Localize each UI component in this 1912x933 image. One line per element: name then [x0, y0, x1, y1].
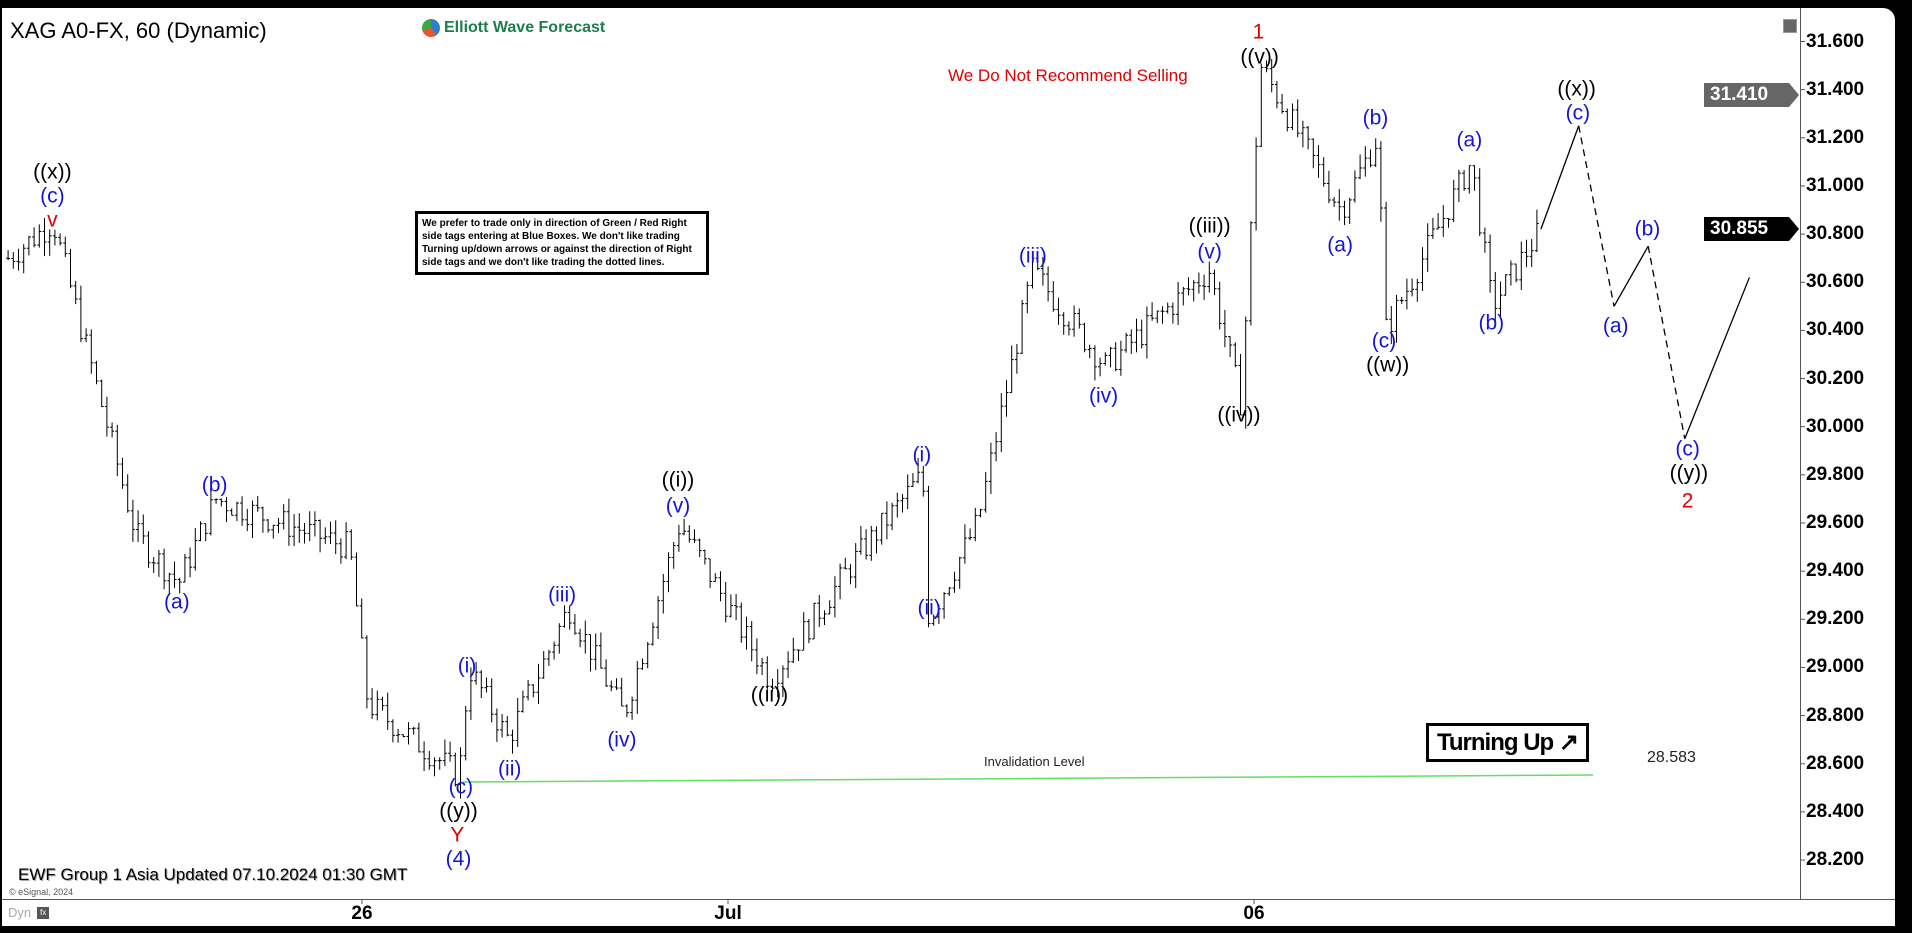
- wave-label: (b): [201, 473, 228, 497]
- wave-label: (b): [1478, 311, 1505, 335]
- wave-label: (b): [1362, 106, 1389, 130]
- wave-label: ((i)): [661, 468, 695, 492]
- trading-note: We prefer to trade only in direction of …: [415, 211, 709, 275]
- price-axis-line: [1800, 8, 1801, 899]
- warning-text: We Do Not Recommend Selling: [948, 66, 1188, 85]
- turning-up-badge: Turning Up ↗: [1426, 723, 1589, 762]
- projection-path-segment: [1613, 245, 1649, 307]
- wave-label: (a): [1456, 128, 1483, 152]
- wave-label: ((x)): [33, 160, 72, 184]
- wave-label: 1: [1252, 20, 1265, 44]
- wave-label: ((y)): [439, 799, 478, 822]
- dyn-label: Dyn: [8, 905, 32, 920]
- y-tick-label: 31.000: [1806, 174, 1865, 196]
- chart-title: XAG A0-FX, 60 (Dynamic): [10, 18, 267, 43]
- x-tick-label: 06: [1243, 903, 1265, 924]
- logo-icon: [422, 19, 440, 37]
- last-price-tag: 30.855: [1704, 217, 1799, 241]
- y-tick-label: 31.600: [1806, 30, 1865, 52]
- wave-label: (a): [1602, 314, 1629, 338]
- x-tick-label: Jul: [714, 903, 742, 924]
- y-tick-label: 31.200: [1806, 126, 1865, 148]
- y-tick-label: 29.000: [1806, 656, 1865, 678]
- y-tick-label: 29.400: [1806, 560, 1865, 582]
- wave-label: ((w)): [1366, 353, 1410, 377]
- chart-window: XAG A0-FX, 60 (Dynamic) Elliott Wave For…: [2, 8, 1895, 926]
- wave-label: (c): [448, 775, 474, 798]
- wave-label: (a): [163, 590, 190, 614]
- y-tick-label: 30.600: [1806, 271, 1865, 293]
- dyn-indicator[interactable]: Dyn fx: [8, 905, 50, 920]
- projection-path-segment: [1578, 125, 1615, 307]
- projection-path-segment: [1647, 246, 1686, 439]
- wave-label: (ii): [917, 596, 941, 620]
- wave-label: (iii): [548, 583, 577, 607]
- logo: Elliott Wave Forecast: [422, 19, 605, 37]
- y-tick-label: 28.600: [1806, 752, 1865, 774]
- wave-label: ((iv)): [1217, 403, 1261, 427]
- wave-label: 2: [1681, 489, 1694, 513]
- wave-label: Y: [450, 823, 465, 846]
- y-tick-label: 30.800: [1806, 223, 1865, 245]
- wave-label: (v): [1197, 240, 1222, 264]
- wave-label: (ii): [498, 757, 522, 781]
- wave-label: (iii): [1018, 244, 1047, 268]
- logo-text: Elliott Wave Forecast: [444, 19, 606, 36]
- y-tick-label: 28.800: [1806, 704, 1865, 726]
- wave-label: (c): [1675, 437, 1700, 461]
- restore-window-icon[interactable]: [1783, 19, 1797, 33]
- y-tick-label: 29.800: [1806, 463, 1865, 485]
- wave-label: (iv): [607, 728, 637, 752]
- y-tick-label: 30.400: [1806, 319, 1865, 341]
- wave-label: ((x)): [1557, 77, 1596, 101]
- wave-label: v: [47, 208, 58, 232]
- projection-path-segment: [1540, 125, 1580, 230]
- wave-label: ((y)): [1669, 461, 1709, 485]
- y-tick-label: 29.200: [1806, 608, 1865, 630]
- wave-label: (c): [1371, 329, 1397, 353]
- wave-label: ((ii)): [750, 683, 789, 707]
- invalidation-value: 28.583: [1647, 749, 1696, 766]
- y-tick-label: 29.600: [1806, 512, 1865, 533]
- fx-icon[interactable]: fx: [37, 906, 50, 919]
- y-tick-label: 31.400: [1806, 78, 1865, 100]
- update-footer: EWF Group 1 Asia Updated 07.10.2024 01:3…: [18, 865, 408, 884]
- y-tick-label: 28.200: [1806, 849, 1865, 871]
- wave-label: (v): [665, 494, 691, 518]
- wave-label: (4): [445, 847, 472, 870]
- price-chart[interactable]: [2, 8, 1895, 926]
- y-tick-label: 30.200: [1806, 367, 1865, 389]
- copyright: © eSignal, 2024: [9, 887, 74, 897]
- wave-label: (c): [40, 184, 65, 208]
- invalidation-line: [462, 774, 1594, 783]
- wave-label: (iv): [1088, 384, 1119, 408]
- x-tick-label: 26: [351, 903, 373, 924]
- wave-label: (a): [1327, 233, 1353, 257]
- wave-label: (c): [1565, 101, 1591, 125]
- projection-path-segment: [1684, 277, 1751, 439]
- wave-label: (i): [457, 654, 477, 678]
- wave-label: ((v)): [1240, 45, 1279, 69]
- time-axis-line: [2, 899, 1895, 900]
- wave-label: (b): [1634, 217, 1661, 241]
- y-tick-label: 30.000: [1806, 415, 1865, 437]
- y-tick-label: 28.400: [1806, 800, 1865, 822]
- wave-label: (i): [912, 443, 932, 467]
- invalidation-label: Invalidation Level: [984, 754, 1085, 769]
- high-price-tag: 31.410: [1704, 83, 1799, 107]
- wave-label: ((iii)): [1188, 214, 1231, 238]
